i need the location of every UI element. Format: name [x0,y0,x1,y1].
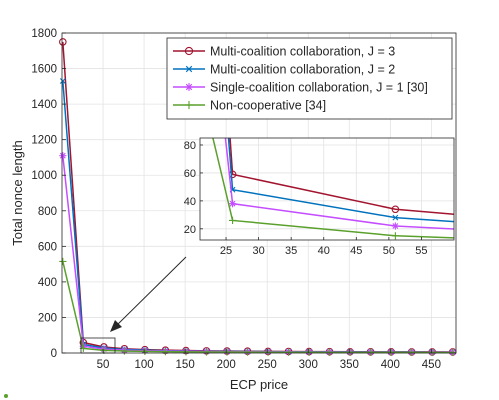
y-tick-label: 1400 [31,99,57,111]
inset-x-tick-label: 50 [383,245,395,257]
data-point [223,348,231,356]
legend-item: Multi-coalition collaboration, J = 2 [173,63,395,77]
inset-x-tick-label: 40 [318,245,330,257]
y-tick-label: 1200 [31,135,57,147]
zoom-arrow-line [115,256,187,327]
y-tick-label: 0 [51,348,57,360]
inset-y-tick-label: 40 [184,196,196,208]
legend-label: Single-coalition collaboration, J = 1 [3… [210,81,428,95]
inset-x-tick-label: 30 [252,245,264,257]
inset-plot-area: 25 30 35 40 45 50 55 20 40 60 80 [184,137,455,257]
x-tick-label: 450 [422,359,441,371]
x-tick-label: 350 [340,359,359,371]
data-point [284,348,293,356]
x-axis-label: ECP price [230,377,288,392]
main-tick-layer: 50 100 150 200 250 300 350 400 450 0 200 400 600 800 1… [31,28,441,371]
legend-box [166,37,453,120]
data-point [59,257,67,266]
data-point [141,347,149,355]
legend-label: Non-cooperative [34] [210,99,326,113]
inset-series-line [224,138,454,230]
y-tick-label: 1000 [31,170,57,182]
inset-x-tick-label: 45 [350,245,362,257]
legend-label: Multi-coalition collaboration, J = 3 [210,45,395,59]
inset-x-tick-label: 55 [415,245,427,257]
legend-item: Single-coalition collaboration, J = 1 [3… [173,81,428,95]
data-point [185,83,193,91]
inset-y-tick-label: 60 [184,168,196,180]
data-point [59,78,66,84]
legend-item: Non-cooperative [34] [173,99,326,113]
data-point [185,65,193,73]
y-tick-label: 1800 [31,28,57,40]
data-point [428,348,436,357]
data-point [120,347,128,355]
data-point [305,348,313,356]
inset-series-line [212,138,454,240]
inset-y-tick-label: 20 [184,224,196,236]
data-point [243,348,252,356]
y-axis-label: Total nonce length [10,140,25,246]
series-line [59,257,457,357]
y-tick-label: 1600 [31,64,57,76]
data-point [185,101,193,109]
x-tick-label: 100 [134,359,153,371]
inset-tick-layer: 25 30 35 40 45 50 55 20 40 60 80 [184,140,428,257]
inset-axes-box [199,137,455,241]
data-point [228,200,237,208]
data-point [391,205,400,214]
data-point [346,348,354,356]
x-tick-label: 400 [381,359,400,371]
x-tick-label: 50 [97,359,110,371]
x-tick-label: 250 [258,359,277,371]
legend: Multi-coalition collaboration, J = 3 Mult… [166,37,453,120]
data-point [391,222,399,230]
y-tick-label: 200 [38,312,57,324]
main-axes-box [61,32,457,354]
data-point [392,214,399,221]
data-point [449,348,457,357]
data-point [182,348,190,356]
data-point [161,348,170,356]
legend-item: Multi-coalition collaboration, J = 3 [173,45,395,59]
data-point [59,38,67,46]
data-point [408,348,416,357]
x-tick-label: 200 [217,359,236,371]
legend-label: Multi-coalition collaboration, J = 2 [210,63,395,77]
data-point [228,216,237,225]
zoom-arrow-head [110,320,122,332]
data-point [325,348,334,356]
x-tick-label: 300 [299,359,318,371]
data-point [59,152,67,160]
zoom-region-box [80,337,116,354]
legend-items: Multi-coalition collaboration, J = 3 Mult… [173,45,428,113]
data-point [387,348,395,357]
data-point [184,46,194,56]
y-tick-label: 400 [38,277,57,289]
main-series-layer [59,38,457,357]
data-point [202,348,211,356]
inset-series-layer [212,138,454,240]
x-tick-label: 150 [176,359,195,371]
y-tick-label: 600 [38,241,57,253]
inset-x-tick-label: 35 [285,245,297,257]
data-point [391,232,399,240]
inset-y-tick-label: 80 [184,140,196,152]
y-tick-label: 800 [38,206,57,218]
data-point [367,348,375,356]
data-point [264,348,272,356]
corner-dot [4,394,8,398]
inset-x-tick-label: 25 [220,245,232,257]
